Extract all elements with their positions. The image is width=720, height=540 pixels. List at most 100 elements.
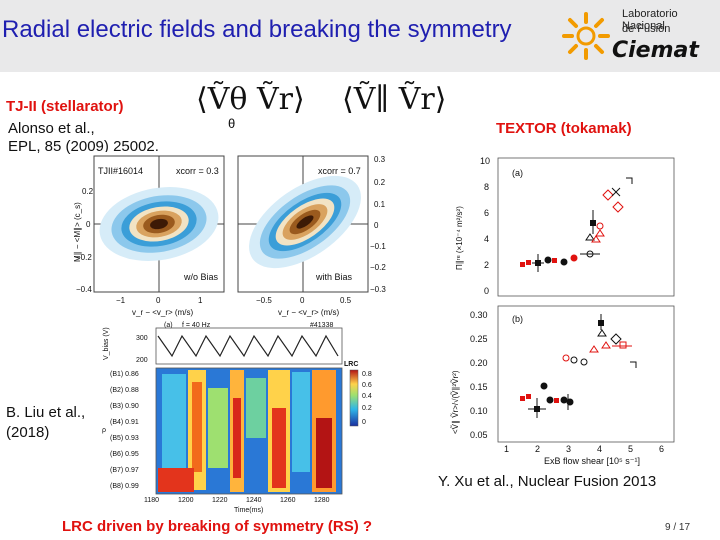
textor-b-ytick-6: 0.05 (470, 430, 488, 440)
textor-b-ytick-2: 0.25 (470, 334, 488, 344)
lrc-colorbar (349, 369, 359, 427)
textor-a-ytick-4: 4 (484, 234, 489, 244)
lrc-row-b6: (B6) 0.95 (110, 451, 139, 458)
logo-text-1: Laboratorio Nacional (622, 8, 678, 32)
lrc-colorbar-label: LRC (344, 361, 358, 368)
tj2-xtick-r-1: −0.5 (256, 296, 272, 305)
lrc-row-b1: (B1) 0.86 (110, 371, 139, 378)
lrc-rho-label: ρ (102, 427, 106, 434)
tj2-panel-right (237, 155, 369, 293)
tj2-ytick-l-1: 0.2 (82, 187, 94, 196)
lrc-cbar-tick-1: 0.8 (362, 371, 372, 378)
textor-heading: TEXTOR (tokamak) (496, 120, 632, 137)
lrc-vbias-tick-2: 200 (136, 357, 148, 364)
tj2-ytick-r-7: −0.3 (370, 285, 386, 294)
lrc-shot-label: #41338 (310, 322, 333, 329)
tj2-xtick-l-3: 1 (198, 296, 203, 305)
textor-xtick-4: 4 (597, 444, 602, 454)
textor-panel-b-label: (b) (512, 314, 523, 324)
lrc-row-b8: (B8) 0.99 (110, 483, 139, 490)
lrc-xtick-2: 1200 (178, 497, 194, 504)
lrc-panel-label: (a) (164, 322, 173, 329)
lrc-xtick-6: 1280 (314, 497, 330, 504)
lrc-vbias-trace (157, 334, 339, 358)
tj2-ytick-r-2: 0.2 (374, 178, 386, 187)
textor-a-ytick-2: 8 (484, 182, 489, 192)
tj2-xtick-r-2: 0 (300, 296, 305, 305)
tj2-label-left: w/o Bias (183, 272, 219, 282)
tj2-ytick-r-1: 0.3 (374, 155, 386, 164)
lrc-freq-label: f = 40 Hz (182, 322, 211, 329)
lrc-row-b5: (B5) 0.93 (110, 435, 139, 442)
textor-xtick-6: 6 (659, 444, 664, 454)
textor-b-ytick-4: 0.15 (470, 382, 488, 392)
lrc-vbias-label: V_bias (V) (103, 327, 110, 360)
tj2-ytick-l-2: 0 (86, 220, 91, 229)
tj2-heading: TJ-II (stellarator) (6, 98, 124, 115)
textor-ylabel-a: Π∥ʳᵉ (×10⁻⁴ m²/s²) (455, 206, 464, 270)
textor-panel-a-frame (497, 157, 675, 297)
textor-b-ytick-3: 0.20 (470, 358, 488, 368)
xu-ref: Y. Xu et al., Nuclear Fusion 2013 (438, 473, 657, 490)
textor-a-markers (520, 177, 633, 272)
tj2-ytick-r-4: 0 (374, 221, 379, 230)
ciemat-logo: Laboratorio Nacional de Fusión Ciemat (560, 2, 720, 68)
tj2-xlabel-left: v_r − <v_r> (m/s) (132, 308, 193, 317)
formula-vtheta-vr: ⟨Ṽθ Ṽr⟩ (196, 82, 305, 117)
tj2-ylabel: M∥ − <M∥> (c_s) (73, 202, 82, 262)
lrc-cbar-tick-4: 0.2 (362, 405, 372, 412)
tj2-ytick-r-6: −0.2 (370, 263, 386, 272)
textor-b-ytick-1: 0.30 (470, 310, 488, 320)
lrc-xtick-3: 1220 (212, 497, 228, 504)
lrc-xtick-1: 1180 (144, 497, 159, 504)
tj2-xcorr-left: xcorr = 0.3 (176, 166, 219, 176)
textor-figure: (a) (b) 10 8 6 4 2 0 0.30 0.25 0.20 0.15… (440, 150, 680, 470)
formula-vpar-vr: ⟨Ṽ∥ Ṽr⟩ (342, 82, 447, 117)
tj2-contour-figure: TJII#16014 xcorr = 0.3 xcorr = 0.7 w/o B… (72, 152, 392, 320)
tj2-panel-left (93, 155, 225, 293)
lrc-row-b3: (B3) 0.90 (110, 403, 139, 410)
tj2-xcorr-right: xcorr = 0.7 (318, 166, 361, 176)
textor-a-ytick-6: 0 (484, 286, 489, 296)
tj2-ytick-l-4: −0.4 (76, 285, 92, 294)
tj2-ref-line2: EPL, 85 (2009) 25002. (8, 138, 159, 155)
textor-a-ytick-3: 6 (484, 208, 489, 218)
textor-xtick-3: 3 (566, 444, 571, 454)
lrc-cbar-tick-5: 0 (362, 419, 366, 426)
sun-logo-icon (562, 12, 610, 60)
textor-panel-b-frame (497, 305, 675, 443)
textor-xlabel: ExB flow shear [10⁵ s⁻¹] (544, 456, 640, 466)
bottom-question: LRC driven by breaking of symmetry (RS) … (62, 518, 373, 535)
lrc-row-b4: (B4) 0.91 (110, 419, 139, 426)
textor-b-markers (520, 314, 637, 418)
page-number: 9 / 17 (665, 522, 691, 533)
tj2-ytick-r-3: 0.1 (374, 200, 386, 209)
lrc-figure: (a) f = 40 Hz #41338 V_bias (V) 300 200 … (96, 318, 396, 514)
logo-brand: Ciemat (612, 38, 699, 63)
textor-panel-a-label: (a) (512, 168, 523, 178)
tj2-shot-label: TJII#16014 (98, 166, 143, 176)
tj2-ytick-r-5: −0.1 (370, 242, 386, 251)
lrc-xtick-4: 1240 (246, 497, 262, 504)
tj2-xtick-l-2: 0 (156, 296, 161, 305)
tj2-xtick-r-3: 0.5 (340, 296, 352, 305)
lrc-xtick-5: 1260 (280, 497, 296, 504)
textor-ylabel-b: <Ṽ∥ Ṽr>/√(Ṽ∥²Ṽr²) (451, 370, 460, 434)
liu-ref-line2: (2018) (6, 424, 50, 441)
tj2-xtick-l-1: −1 (116, 296, 126, 305)
tj2-xlabel-right: v_r − <v_r> (m/s) (278, 308, 339, 317)
liu-ref-line1: B. Liu et al., (6, 404, 86, 421)
textor-a-ytick-5: 2 (484, 260, 489, 270)
lrc-row-b2: (B2) 0.88 (110, 387, 139, 394)
textor-xtick-5: 5 (628, 444, 633, 454)
slide-title: Radial electric fields and breaking the … (2, 16, 512, 43)
tj2-ytick-l-3: −0.2 (76, 253, 92, 262)
textor-xtick-1: 1 (504, 444, 509, 454)
tj2-label-right: with Bias (315, 272, 353, 282)
textor-a-ytick-1: 10 (480, 156, 490, 166)
lrc-heatmap (155, 367, 343, 495)
lrc-row-b7: (B7) 0.97 (110, 467, 139, 474)
textor-xtick-2: 2 (535, 444, 540, 454)
textor-b-ytick-5: 0.10 (470, 406, 488, 416)
lrc-cbar-tick-2: 0.6 (362, 382, 372, 389)
